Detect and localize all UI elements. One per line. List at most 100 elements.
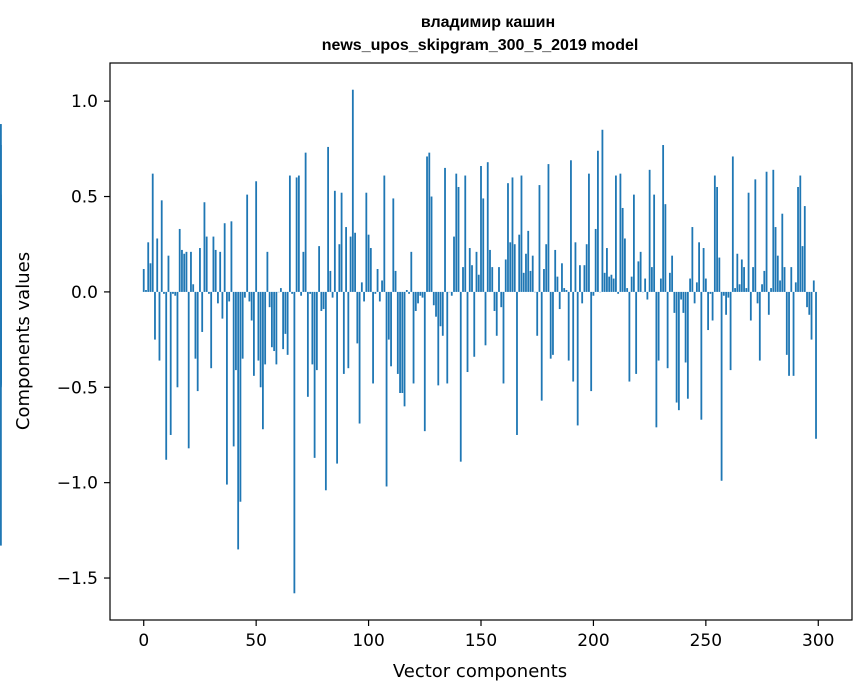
bar (653, 194, 656, 292)
bar (318, 246, 321, 292)
bar (722, 291, 725, 296)
bar (538, 185, 541, 292)
bar (464, 175, 467, 292)
bar (372, 291, 374, 384)
bar (671, 255, 674, 292)
bar (187, 291, 190, 449)
bar (264, 291, 267, 365)
bar (558, 291, 561, 310)
bar (181, 249, 183, 292)
bar (664, 204, 667, 292)
bar (516, 291, 518, 435)
bar (684, 291, 687, 363)
bar (583, 265, 586, 292)
bar (511, 177, 514, 292)
bar (192, 284, 195, 292)
bar (228, 291, 231, 302)
bar (324, 291, 327, 491)
bar (648, 169, 651, 292)
bar (284, 291, 287, 334)
bar (282, 291, 285, 350)
bar (322, 291, 325, 310)
bar (342, 291, 345, 374)
bar (403, 291, 406, 407)
bar (286, 291, 289, 355)
bar (635, 291, 638, 374)
bar (358, 291, 361, 424)
bar (154, 291, 156, 340)
bar (142, 269, 145, 292)
bar (347, 291, 350, 369)
bar (765, 171, 768, 292)
bar (356, 291, 359, 344)
bar (255, 181, 258, 292)
bar (689, 278, 692, 292)
bar (396, 291, 399, 374)
bar (729, 291, 732, 371)
bar (803, 206, 806, 292)
bar (259, 291, 262, 388)
bar (223, 223, 226, 292)
chart-title: владимир кашин (421, 14, 555, 31)
bar (797, 186, 799, 292)
bar (367, 234, 370, 292)
bar (740, 259, 743, 292)
y-axis-label: Components values (13, 252, 34, 430)
bar (774, 227, 777, 292)
bar (686, 291, 689, 399)
bar (518, 234, 521, 292)
bar (327, 146, 329, 292)
bar (374, 291, 377, 294)
bar (279, 288, 282, 292)
bar (561, 263, 563, 292)
bar (0, 291, 2, 384)
bar (414, 291, 417, 311)
bar (619, 173, 622, 292)
bar (459, 291, 462, 462)
bar (441, 291, 444, 336)
bar (210, 291, 213, 369)
bar (576, 291, 579, 426)
bar (493, 291, 496, 311)
x-tick-label: 0 (138, 631, 149, 651)
bar (752, 267, 754, 292)
bar (702, 248, 705, 292)
bar (781, 213, 784, 292)
bar (230, 221, 233, 292)
bar (747, 192, 750, 292)
bar (525, 253, 527, 292)
bar (633, 194, 635, 292)
bar (196, 291, 199, 392)
bar (419, 291, 422, 296)
bar (203, 202, 206, 292)
bar (727, 291, 730, 298)
bar (340, 192, 343, 292)
bar (288, 175, 291, 292)
bar (588, 173, 590, 292)
bar (718, 257, 721, 292)
bar (387, 291, 390, 340)
bar (630, 276, 633, 292)
bar (297, 175, 300, 292)
bar (205, 236, 208, 292)
bar (466, 291, 469, 373)
bar (300, 291, 303, 296)
bar (549, 291, 552, 359)
bar (439, 291, 442, 327)
bar (666, 291, 669, 369)
bar (673, 291, 676, 313)
bar (776, 255, 779, 292)
bar (484, 291, 487, 346)
bar (219, 251, 222, 292)
bar (738, 284, 741, 292)
x-tick-label: 150 (465, 631, 497, 651)
bar (675, 291, 678, 403)
bar (235, 291, 237, 371)
bar (783, 267, 786, 292)
bar (176, 291, 179, 388)
bar (405, 290, 408, 292)
bar (253, 291, 255, 376)
bar (190, 251, 192, 292)
bar (246, 194, 249, 292)
bar (369, 248, 372, 292)
